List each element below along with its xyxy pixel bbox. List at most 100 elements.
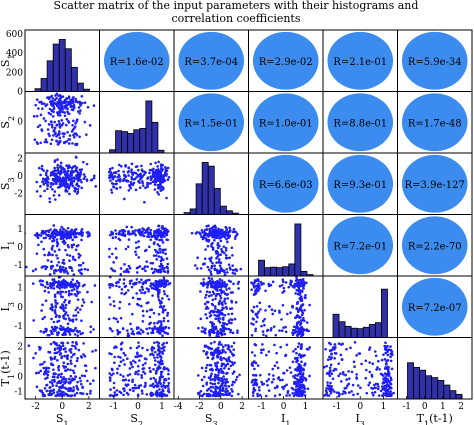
scatter-point [56,166,60,170]
scatter-point [127,166,130,170]
scatter-point [224,363,228,367]
scatter-point [131,378,134,382]
scatter-point [38,348,42,351]
scatter-point [202,330,206,334]
scatter-point [219,294,222,298]
scatter-point [67,96,71,100]
scatter-point [139,230,143,234]
scatter-point [42,182,46,186]
scatter-point [256,285,260,289]
scatter-point [209,385,213,389]
scatter-point [224,390,227,394]
histogram-bar [207,165,215,215]
scatter-point [156,235,160,238]
scatter-point [151,382,155,386]
scatter-point [207,240,210,243]
scatter-point [378,368,381,371]
scatter-point [351,383,355,387]
scatter-point [214,285,217,288]
scatter-point [86,231,90,234]
scatter-point [289,371,293,374]
scatter-point [162,281,165,284]
scatter-point [324,347,327,351]
scatter-point [51,384,55,387]
scatter-point [162,276,166,280]
scatter-point [281,291,284,294]
scatter-point [108,247,111,251]
scatter-point [37,107,40,110]
scatter-point [43,387,47,390]
scatter-point [41,303,44,307]
scatter-point [58,98,62,102]
scatter-point [131,230,135,233]
scatter-point [119,272,123,276]
scatter-point [59,290,62,294]
histogram-bar [282,266,290,276]
scatter-point [302,368,305,371]
scatter-point [256,364,260,367]
scatter-point [332,369,335,372]
scatter-point [124,247,128,251]
scatter-point [83,101,87,104]
scatter-point [136,302,139,306]
scatter-point [211,290,215,294]
scatter-point [50,325,54,329]
scatter-point [71,142,74,145]
scatter-point [228,234,231,238]
scatter-point [85,133,88,136]
scatter-point [213,281,216,285]
scatter-point [109,179,112,182]
scatter-point [368,361,372,364]
scatter-point [71,353,75,357]
scatter-point [44,236,48,240]
scatter-point [219,351,223,355]
scatter-point [384,365,387,369]
scatter-point [259,373,262,377]
scatter-point [281,378,284,382]
scatter-point [223,366,226,370]
scatter-point [35,98,39,101]
scatter-point [215,261,218,264]
scatter-point [34,103,38,107]
scatter-point [294,292,297,295]
scatter-point [76,171,80,174]
scatter-point [190,231,194,235]
scatter-point [372,393,375,397]
scatter-point [136,393,140,397]
scatter-point [202,278,205,281]
scatter-point [166,332,170,336]
scatter-point [206,234,210,238]
scatter-point [216,246,220,250]
scatter-point [78,291,81,294]
scatter-point [166,262,170,266]
scatter-point [152,376,156,380]
scatter-point [67,284,71,287]
scatter-point [205,381,209,385]
scatter-point [250,322,253,325]
scatter-point [119,391,123,395]
scatter-point [300,360,303,364]
scatter-point [232,227,236,231]
x-tick-label: 0 [281,402,287,412]
scatter-point [75,118,79,121]
scatter-point [216,355,219,358]
scatter-point [80,233,83,237]
scatter-point [61,95,65,98]
histogram-bar [362,326,370,338]
scatter-point [156,353,159,356]
scatter-point [211,309,215,313]
scatter-point [384,351,388,355]
scatter-point [74,155,78,159]
scatter-point [292,375,295,378]
scatter-point [75,143,79,146]
scatter-point [149,232,153,236]
scatter-point [58,248,61,252]
scatter-point [262,333,265,337]
scatter-point [157,255,161,258]
scatter-point [296,369,299,373]
scatter-point [159,268,162,272]
scatter-point [158,388,161,391]
scatter-point [233,361,236,365]
scatter-point [299,319,303,322]
scatter-point [359,386,362,390]
